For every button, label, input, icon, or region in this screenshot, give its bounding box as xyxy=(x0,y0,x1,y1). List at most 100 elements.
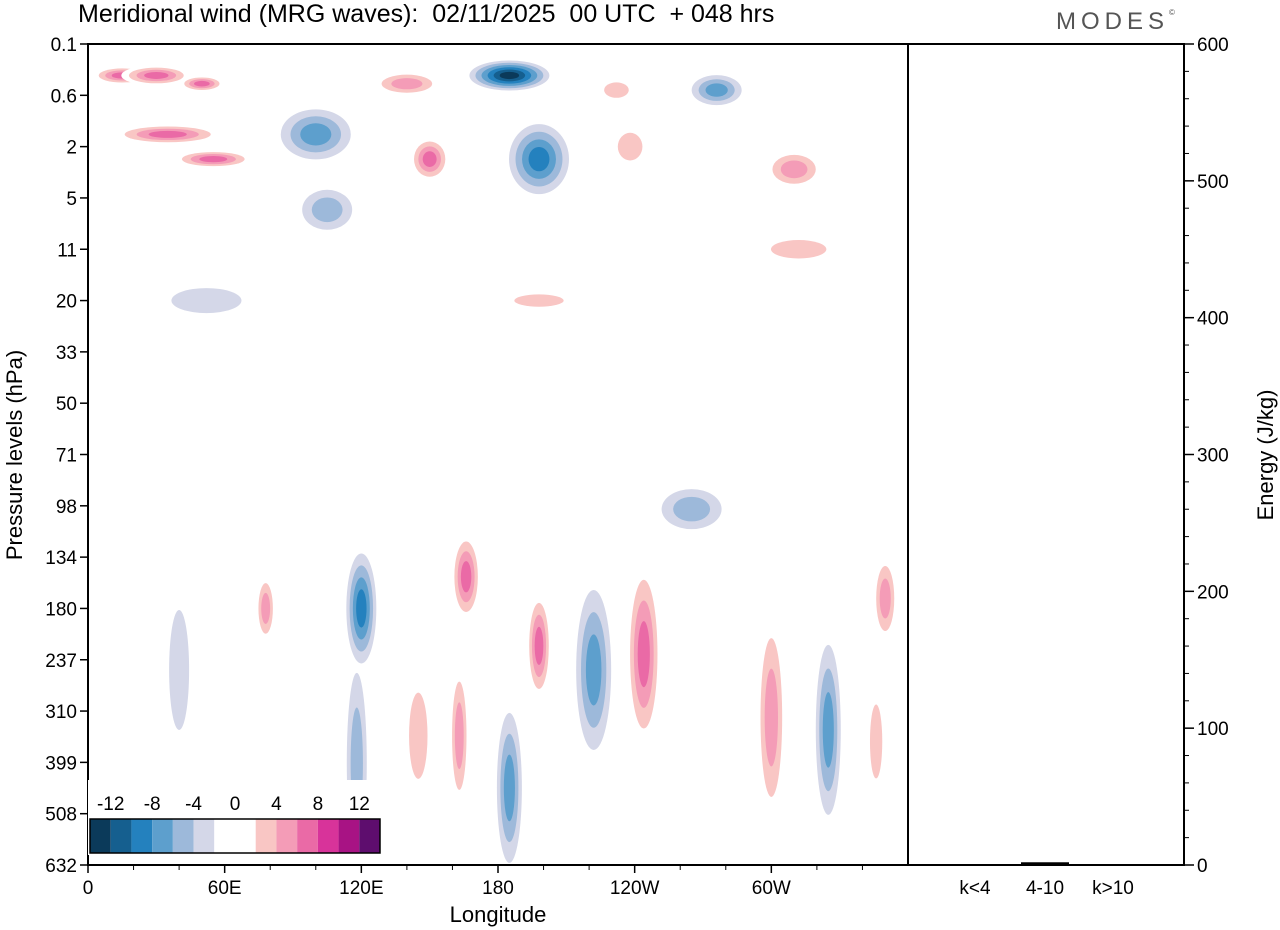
modes-logo: MODES© xyxy=(1056,8,1175,36)
y-tick-label: 50 xyxy=(56,394,77,415)
colorbar-label: -4 xyxy=(185,794,202,815)
energy-bar-1 xyxy=(1021,862,1069,865)
energy-tick-label: 300 xyxy=(1197,446,1229,467)
colorbar-swatch xyxy=(255,819,277,853)
wind-contour-2-3 xyxy=(194,80,210,87)
x-tick-label: 0 xyxy=(83,878,94,899)
wind-contour-23-3 xyxy=(356,589,367,628)
x-tick-label: 60W xyxy=(752,878,791,899)
wind-contour-28-2 xyxy=(503,754,515,822)
colorbar-frame xyxy=(89,818,381,854)
x-tick-label: 120W xyxy=(610,878,660,899)
y-tick-label: 399 xyxy=(45,753,77,774)
copyright-mark: © xyxy=(1169,8,1175,17)
wind-contour-12-1 xyxy=(604,82,629,98)
energy-tick-label: 600 xyxy=(1197,35,1229,56)
colorbar-swatch xyxy=(110,819,132,853)
y-tick-label: 0.1 xyxy=(51,35,77,56)
colorbar-label: -12 xyxy=(97,794,124,815)
wind-contour-1-3 xyxy=(144,71,169,79)
y-tick-label: 33 xyxy=(56,343,77,364)
y-tick-label: 632 xyxy=(45,856,77,877)
wind-contour-13-1 xyxy=(617,132,643,161)
colorbar-label: 8 xyxy=(313,794,324,815)
energy-tick-label: 100 xyxy=(1197,719,1229,740)
energy-tick-label: 200 xyxy=(1197,582,1229,603)
y-tick-label: 5 xyxy=(66,189,77,210)
energy-bar-0 xyxy=(951,864,999,866)
wind-contour-22-2 xyxy=(261,592,271,624)
y-tick-label: 180 xyxy=(45,599,77,620)
wind-contour-4-3 xyxy=(199,155,228,163)
colorbar-label: 0 xyxy=(230,794,241,815)
energy-category-label: 4-10 xyxy=(1026,878,1064,899)
energy-axis: 0 100 200 300 400 500 600 xyxy=(1184,35,1229,877)
wind-contour-26-3 xyxy=(460,561,472,593)
energy-tick-label: 0 xyxy=(1197,856,1208,877)
colorbar-swatch xyxy=(131,819,153,853)
y-tick-label: 237 xyxy=(45,651,77,672)
wind-contour-5-0 xyxy=(193,199,234,240)
x-tick-label: 60E xyxy=(208,878,242,899)
y-tick-label: 98 xyxy=(56,497,77,518)
wind-contour-20-0 xyxy=(129,568,160,689)
wind-contour-16-1 xyxy=(770,240,827,259)
colorbar-label: 4 xyxy=(271,794,282,815)
wind-contour-30-2 xyxy=(585,634,602,706)
longitude-axis: 0 60E 120E 180 120W 60W xyxy=(83,865,863,899)
colorbar-label: 12 xyxy=(349,794,370,815)
colorbar-swatch xyxy=(235,819,256,853)
y-tick-label: 2 xyxy=(66,138,77,159)
wind-contour-35-2 xyxy=(879,578,891,619)
colorbar-label: -8 xyxy=(144,794,161,815)
wind-contour-19-0 xyxy=(274,407,335,428)
colorbar-swatch xyxy=(90,819,111,853)
wind-contour-10-5 xyxy=(499,71,520,80)
y-tick-label: 310 xyxy=(45,702,77,723)
pressure-axis: 0.1 0.6 2 5 11 20 33 50 71 98 134 180 237 310 399 508 63… xyxy=(45,35,88,877)
energy-bars: k<4 4-10 k>10 xyxy=(951,862,1137,899)
energy-frame xyxy=(907,43,1185,866)
colorbar-swatch xyxy=(276,819,298,853)
pressure-label: Pressure levels (hPa) xyxy=(2,350,27,560)
energy-category-label: k>10 xyxy=(1092,878,1134,899)
colorbar: -12 -8 -4 0 4 8 12 xyxy=(88,780,382,855)
y-tick-label: 134 xyxy=(45,548,77,569)
wind-contour-14-2 xyxy=(705,83,728,97)
wind-field xyxy=(92,60,898,863)
y-tick-label: 0.6 xyxy=(51,86,77,107)
wind-contour-9-3 xyxy=(422,151,437,167)
wind-contour-21-0 xyxy=(169,609,190,730)
chart-title: Meridional wind (MRG waves): 02/11/2025 … xyxy=(78,0,775,28)
colorbar-swatch xyxy=(297,819,318,853)
colorbar-swatch xyxy=(152,819,173,853)
wind-contour-7-1 xyxy=(311,197,343,223)
wind-contour-8-2 xyxy=(391,78,423,90)
y-tick-label: 71 xyxy=(56,446,77,467)
energy-tick-label: 500 xyxy=(1197,172,1229,193)
wind-contour-36-1 xyxy=(869,704,883,779)
longitude-label: Longitude xyxy=(450,902,547,927)
energy-category-label: k<4 xyxy=(959,878,991,899)
wind-contour-34-2 xyxy=(822,692,834,768)
wind-contour-15-2 xyxy=(780,160,808,179)
colorbar-swatch xyxy=(214,819,235,853)
y-tick-label: 11 xyxy=(57,240,77,261)
energy-label: Energy (J/kg) xyxy=(1253,390,1278,521)
energy-bar-2 xyxy=(1089,864,1137,866)
wind-contour-3-3 xyxy=(148,130,187,138)
wind-contour-25-1 xyxy=(409,692,428,779)
wind-contour-17-1 xyxy=(514,294,564,307)
energy-tick-label: 400 xyxy=(1197,309,1229,330)
y-tick-label: 508 xyxy=(45,805,77,826)
y-tick-label: 20 xyxy=(56,292,77,313)
colorbar-swatch xyxy=(172,819,194,853)
wind-contour-33-2 xyxy=(764,668,778,767)
x-tick-label: 120E xyxy=(339,878,383,899)
wind-contour-31-3 xyxy=(637,621,650,688)
brand-name: MODES xyxy=(1056,8,1170,35)
wind-contour-11-3 xyxy=(528,146,550,172)
wind-contour-27-2 xyxy=(454,702,464,770)
wind-contour-32-1 xyxy=(673,496,711,522)
colorbar-swatch xyxy=(193,819,215,853)
